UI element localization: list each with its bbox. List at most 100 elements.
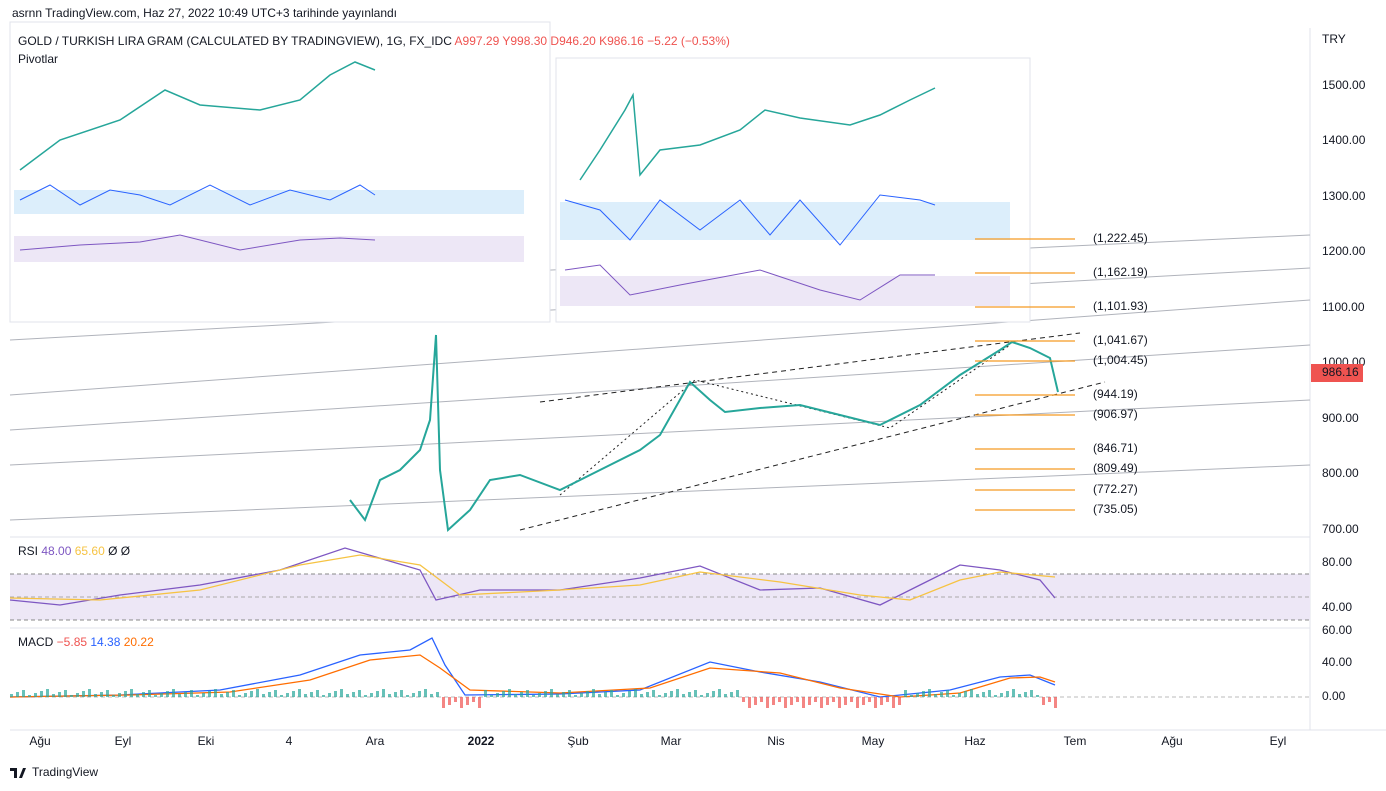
macd-legend-item: −5.85: [57, 635, 91, 649]
inset-line: [19, 234, 376, 251]
pivot-label: (944.19): [1093, 387, 1138, 401]
macd-histogram: [82, 691, 85, 697]
macd-histogram: [1042, 697, 1045, 705]
macd-histogram: [778, 697, 781, 702]
macd-histogram: [430, 694, 433, 697]
macd-histogram: [934, 694, 937, 697]
macd-histogram: [982, 692, 985, 697]
macd-histogram: [1006, 691, 1009, 697]
inset-price: [579, 87, 936, 181]
macd-histogram: [328, 693, 331, 697]
macd-histogram: [856, 697, 859, 708]
pivot-label: (846.71): [1093, 441, 1138, 455]
macd-histogram: [52, 694, 55, 697]
macd-histogram: [502, 691, 505, 697]
macd-histogram: [466, 697, 469, 705]
decor: [9, 234, 1311, 708]
macd-histogram: [994, 695, 997, 697]
macd-histogram: [184, 692, 187, 697]
macd-histogram: [436, 692, 439, 697]
macd-histogram: [532, 695, 535, 697]
macd-histogram: [868, 697, 871, 702]
inset-line: [564, 194, 936, 246]
macd-histogram: [496, 693, 499, 697]
macd-histogram: [508, 689, 511, 697]
macd-histogram: [94, 694, 97, 697]
macd-histogram: [760, 697, 763, 702]
macd-histogram: [292, 691, 295, 697]
macd-histogram: [484, 690, 487, 697]
macd-tick: 40.00: [1322, 655, 1352, 669]
macd-histogram: [106, 690, 109, 697]
macd-histogram: [406, 695, 409, 697]
macd-histogram: [142, 692, 145, 697]
macd-histogram: [586, 691, 589, 697]
macd-histogram: [976, 694, 979, 697]
macd-histogram: [400, 690, 403, 697]
macd-histogram: [622, 693, 625, 697]
macd-tick: 0.00: [1322, 689, 1346, 703]
macd-histogram: [352, 692, 355, 697]
time-tick: Eyl: [1270, 734, 1287, 748]
macd-histogram: [394, 692, 397, 697]
rsi-legend-item: 65.60: [75, 544, 108, 558]
macd-histogram: [808, 697, 811, 705]
macd-histogram: [28, 695, 31, 697]
macd-histogram: [40, 691, 43, 697]
macd-histogram: [898, 697, 901, 705]
price-tick: 1400.00: [1322, 133, 1366, 147]
macd-histogram: [676, 689, 679, 697]
rsi-legend-item: 48.00: [41, 544, 74, 558]
macd-histogram: [286, 693, 289, 697]
macd-histogram: [682, 694, 685, 697]
macd-histogram: [442, 697, 445, 708]
macd-histogram: [958, 693, 961, 697]
macd-histogram: [220, 694, 223, 697]
macd-histogram: [58, 692, 61, 697]
macd-histogram: [250, 691, 253, 697]
macd-histogram: [1024, 692, 1027, 697]
macd-histogram: [964, 691, 967, 697]
macd-histogram: [454, 697, 457, 702]
macd-histogram: [244, 693, 247, 697]
macd-histogram: [688, 692, 691, 697]
pivot-label: (1,004.45): [1093, 353, 1148, 367]
insets: [9, 21, 1031, 323]
rsi-tick: 40.00: [1322, 600, 1352, 614]
macd-histogram: [268, 692, 271, 697]
legend-low: D946.20: [550, 34, 599, 48]
legend: GOLD / TURKISH LIRA GRAM (CALCULATED BY …: [18, 34, 730, 48]
macd-legend-item: MACD: [18, 635, 57, 649]
macd-histogram: [724, 694, 727, 697]
macd-histogram: [922, 691, 925, 697]
rsi-legend: RSI 48.00 65.60 Ø Ø: [18, 544, 130, 558]
ui: asrnn TradingView.com, Haz 27, 2022 10:4…: [10, 6, 1366, 779]
macd-histogram: [772, 697, 775, 705]
macd-histogram: [754, 697, 757, 705]
price-tick: 700.00: [1322, 522, 1359, 536]
macd-histogram: [70, 695, 73, 697]
macd-histogram: [706, 693, 709, 697]
macd-histogram: [766, 697, 769, 708]
legend-open: A997.29: [455, 34, 503, 48]
macd-histogram: [166, 691, 169, 697]
time-tick: Nis: [767, 734, 784, 748]
macd-histogram: [316, 690, 319, 697]
macd-histogram: [610, 690, 613, 697]
macd-histogram: [658, 695, 661, 697]
macd-histogram: [556, 694, 559, 697]
time-tick: 4: [286, 734, 293, 748]
pivot-label: (772.27): [1093, 482, 1138, 496]
macd-histogram: [730, 692, 733, 697]
macd-histogram: [796, 697, 799, 702]
macd-histogram: [160, 693, 163, 697]
macd-histogram: [850, 697, 853, 702]
pivot-label: (906.97): [1093, 407, 1138, 421]
macd-histogram: [670, 691, 673, 697]
macd-histogram: [112, 695, 115, 697]
header-text: asrnn TradingView.com, Haz 27, 2022 10:4…: [12, 6, 397, 20]
channel-line: [9, 299, 1311, 396]
pivot-label: (1,041.67): [1093, 333, 1148, 347]
macd-histogram: [256, 689, 259, 697]
